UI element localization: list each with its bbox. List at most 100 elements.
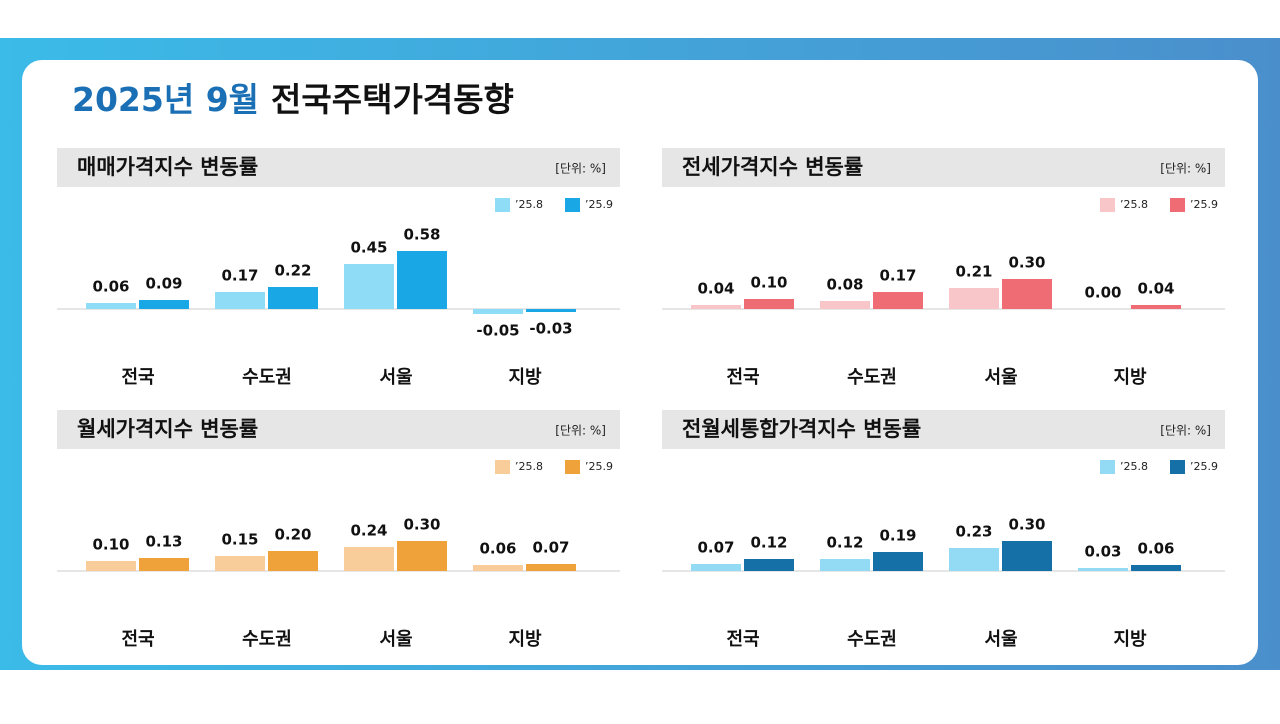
bar [86, 561, 136, 571]
bar [820, 559, 870, 571]
legend-swatch [495, 198, 510, 212]
category-label: 수도권 [242, 367, 292, 388]
bar [873, 552, 923, 571]
bar [215, 556, 265, 571]
value-label: 0.10 [750, 274, 787, 292]
legend-label: ’25.9 [585, 460, 613, 473]
bar [473, 309, 523, 314]
value-label: 0.22 [274, 262, 311, 280]
legend-label: ’25.8 [515, 460, 543, 473]
bar [1078, 568, 1128, 571]
panel-title: 전세가격지수 변동률 [682, 155, 863, 179]
bar [691, 564, 741, 571]
bar [1131, 305, 1181, 309]
value-label: -0.05 [476, 322, 519, 340]
unit-label: [단위: %] [555, 162, 606, 176]
bar [344, 264, 394, 309]
unit-label: [단위: %] [1160, 424, 1211, 438]
category-label: 전국 [726, 629, 759, 650]
legend-swatch [565, 198, 580, 212]
legend-label: ’25.9 [1190, 198, 1218, 211]
bar [1131, 565, 1181, 571]
bar [397, 541, 447, 571]
unit-label: [단위: %] [1160, 162, 1211, 176]
value-label: 0.09 [145, 275, 182, 293]
legend-swatch [495, 460, 510, 474]
value-label: 0.45 [350, 239, 387, 257]
legend-label: ’25.9 [1190, 460, 1218, 473]
bar [873, 292, 923, 309]
value-label: 0.58 [403, 226, 440, 244]
bar [949, 288, 999, 309]
legend-swatch [1170, 198, 1185, 212]
legend-label: ’25.8 [515, 198, 543, 211]
category-label: 수도권 [242, 629, 292, 650]
category-label: 서울 [984, 629, 1017, 650]
bar [139, 558, 189, 571]
bar [691, 305, 741, 309]
value-label: 0.10 [92, 536, 129, 554]
value-label: 0.21 [955, 263, 992, 281]
panel-header [662, 410, 1225, 449]
bar [139, 300, 189, 309]
category-label: 수도권 [847, 367, 897, 388]
value-label: 0.04 [1137, 280, 1174, 298]
bar [744, 559, 794, 571]
category-label: 서울 [984, 367, 1017, 388]
title-main: 전국주택가격동향 [271, 80, 514, 119]
value-label: 0.12 [750, 534, 787, 552]
bar [268, 551, 318, 571]
value-label: 0.03 [1084, 543, 1121, 561]
category-label: 서울 [379, 629, 412, 650]
value-label: 0.30 [1008, 254, 1045, 272]
value-label: 0.13 [145, 533, 182, 551]
value-label: 0.04 [697, 280, 734, 298]
value-label: 0.12 [826, 534, 863, 552]
bar [473, 565, 523, 571]
legend-label: ’25.9 [585, 198, 613, 211]
bar [526, 564, 576, 571]
panel-header [662, 148, 1225, 187]
bar [344, 547, 394, 571]
panel-header [57, 148, 620, 187]
legend-swatch [1100, 198, 1115, 212]
bar [820, 301, 870, 309]
category-label: 지방 [1113, 367, 1147, 388]
bar [86, 303, 136, 309]
value-label: 0.20 [274, 526, 311, 544]
unit-label: [단위: %] [555, 424, 606, 438]
panel-title: 전월세통합가격지수 변동률 [682, 417, 921, 441]
category-label: 지방 [508, 367, 542, 388]
bar [1002, 541, 1052, 571]
bar [268, 287, 318, 309]
value-label: -0.03 [529, 320, 572, 338]
category-label: 전국 [121, 367, 154, 388]
value-label: 0.23 [955, 523, 992, 541]
value-label: 0.06 [1137, 540, 1174, 558]
category-label: 수도권 [847, 629, 897, 650]
value-label: 0.30 [403, 516, 440, 534]
value-label: 0.06 [92, 278, 129, 296]
legend-swatch [1170, 460, 1185, 474]
page-title: 2025년 9월 전국주택가격동향 [72, 80, 514, 119]
bar [744, 299, 794, 309]
bar [949, 548, 999, 571]
card [22, 60, 1258, 665]
panel-title: 월세가격지수 변동률 [77, 417, 258, 441]
legend-swatch [1100, 460, 1115, 474]
value-label: 0.17 [221, 267, 258, 285]
category-label: 전국 [121, 629, 154, 650]
value-label: 0.07 [532, 539, 569, 557]
legend-swatch [565, 460, 580, 474]
category-label: 지방 [1113, 629, 1147, 650]
value-label: 0.19 [879, 527, 916, 545]
bar [215, 292, 265, 309]
value-label: 0.17 [879, 267, 916, 285]
value-label: 0.24 [350, 522, 387, 540]
category-label: 전국 [726, 367, 759, 388]
category-label: 서울 [379, 367, 412, 388]
value-label: 0.07 [697, 539, 734, 557]
value-label: 0.06 [479, 540, 516, 558]
value-label: 0.08 [826, 276, 863, 294]
